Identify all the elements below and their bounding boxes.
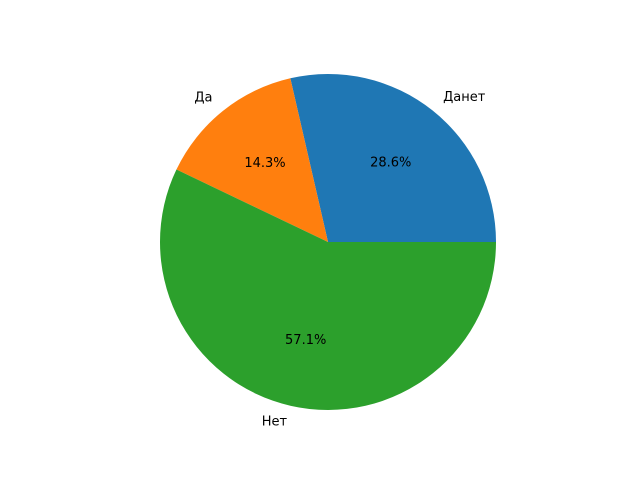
pie-slices [159, 73, 496, 411]
slice-percent-да: 14.3% [244, 156, 285, 171]
slice-label-да: Да [194, 90, 212, 105]
pie-labels: Данет 28.6% Да 14.3% Нет 57.1% [194, 90, 485, 430]
slice-label-нет: Нет [262, 415, 288, 430]
pie-slice-да [176, 78, 328, 242]
pie-slice-данет [290, 73, 496, 243]
slice-label-данет: Данет [443, 90, 486, 105]
slice-percent-данет: 28.6% [370, 156, 411, 171]
slice-percent-нет: 57.1% [285, 333, 326, 348]
pie-slice-нет [159, 169, 496, 411]
